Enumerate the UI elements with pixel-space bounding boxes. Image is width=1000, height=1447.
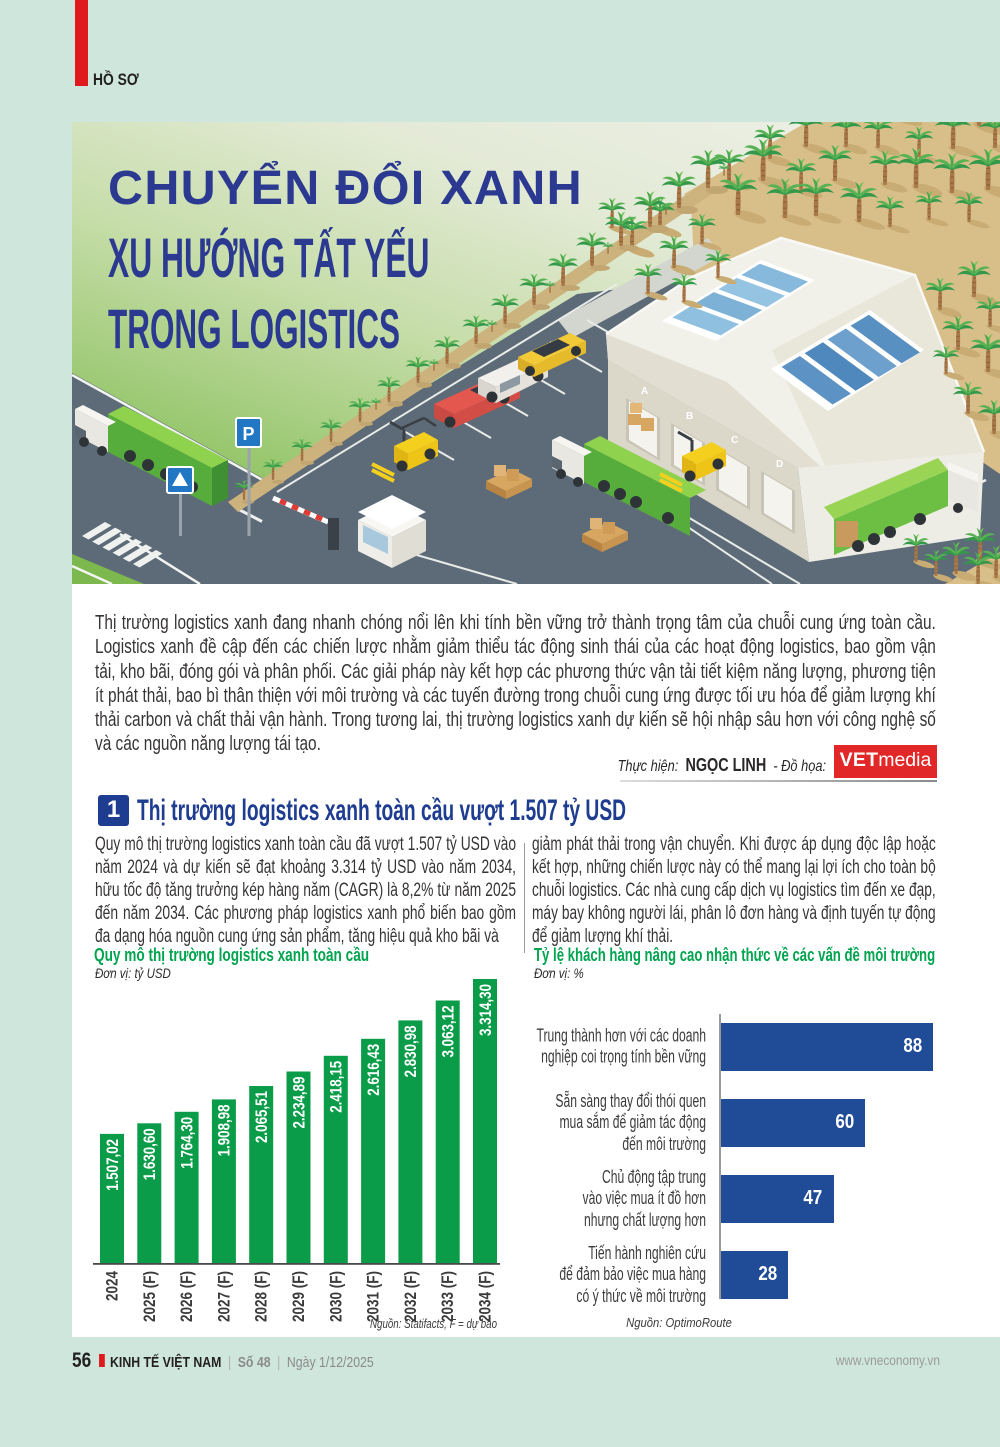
svg-text:P: P [242,424,254,444]
svg-text:D: D [776,459,783,470]
svg-text:A: A [641,386,648,397]
svg-text:2025 (F): 2025 (F) [141,1271,159,1322]
svg-text:2027 (F): 2027 (F) [215,1271,233,1322]
svg-text:2026 (F): 2026 (F) [178,1271,196,1322]
svg-text:2033 (F): 2033 (F) [439,1271,457,1322]
svg-text:2024: 2024 [104,1270,122,1301]
svg-text:1.630,60: 1.630,60 [141,1128,159,1180]
svg-text:2.065,51: 2.065,51 [253,1091,271,1143]
svg-text:2.418,15: 2.418,15 [328,1061,346,1113]
svg-text:Nguồn: Statifacts, F = dự báo: Nguồn: Statifacts, F = dự báo [370,1317,497,1331]
svg-text:1.908,98: 1.908,98 [216,1104,234,1156]
svg-text:2030 (F): 2030 (F) [327,1271,345,1322]
svg-text:1.507,02: 1.507,02 [104,1139,122,1191]
svg-text:2029 (F): 2029 (F) [290,1271,308,1322]
svg-text:2.616,43: 2.616,43 [365,1044,383,1096]
svg-text:2.234,89: 2.234,89 [290,1077,308,1129]
svg-text:1.764,30: 1.764,30 [178,1117,196,1169]
svg-text:2032 (F): 2032 (F) [402,1271,420,1322]
svg-text:2031 (F): 2031 (F) [365,1271,383,1322]
svg-text:2.830,98: 2.830,98 [402,1025,420,1077]
svg-text:2028 (F): 2028 (F) [253,1271,271,1322]
svg-text:3.314,30: 3.314,30 [477,984,495,1036]
svg-text:3.063,12: 3.063,12 [440,1006,458,1058]
svg-text:C: C [731,435,738,446]
svg-text:2034 (F): 2034 (F) [477,1271,495,1322]
svg-text:B: B [686,411,693,422]
